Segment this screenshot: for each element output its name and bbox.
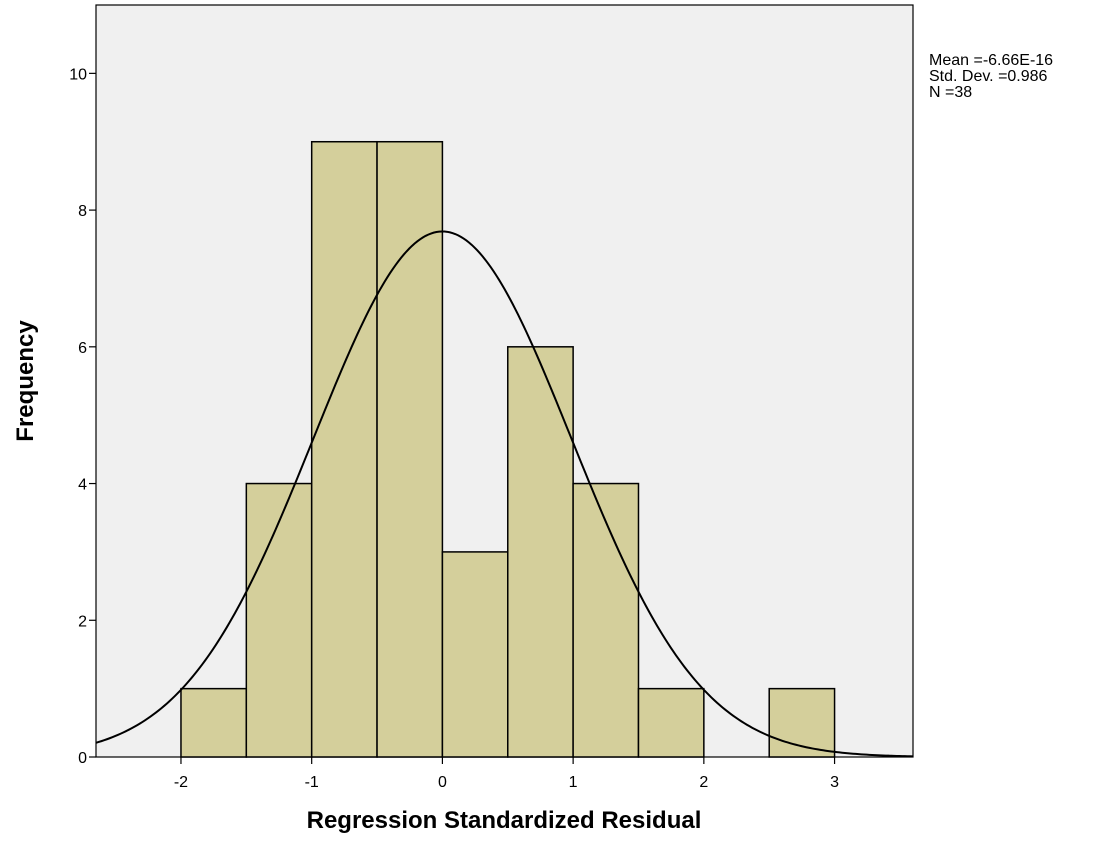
y-tick-label: 4 — [78, 477, 87, 494]
histogram-bar-6 — [572, 482, 640, 758]
x-tick-label: 1 — [569, 774, 578, 791]
x-tick-label: 2 — [699, 774, 708, 791]
y-tick-label: 8 — [78, 203, 87, 220]
histogram-bar-4 — [441, 551, 509, 758]
y-axis: 0 2 4 6 8 10 — [69, 66, 96, 767]
stats-std-dev: Std. Dev. =0.986 — [929, 68, 1048, 85]
y-tick-label: 10 — [69, 66, 87, 83]
histogram-bars — [180, 140, 836, 758]
stats-legend: Mean =-6.66E-16 Std. Dev. =0.986 N =38 — [929, 53, 1053, 101]
histogram-bar-1 — [245, 482, 313, 758]
histogram-bar-2 — [310, 140, 378, 758]
x-tick-label: 0 — [438, 774, 447, 791]
histogram-bar-0 — [180, 687, 248, 758]
histogram-bar-7 — [637, 687, 705, 758]
stats-mean: Mean =-6.66E-16 — [929, 52, 1054, 69]
histogram-bar-5 — [507, 346, 574, 758]
x-tick-label: 3 — [830, 774, 839, 791]
y-tick-label: 6 — [78, 340, 87, 357]
normal-curve — [95, 230, 914, 758]
y-tick-label: 2 — [78, 613, 87, 630]
stats-n: N =38 — [929, 84, 973, 101]
x-axis-title: Regression Standardized Residual — [307, 807, 702, 834]
x-axis: -2 -1 0 1 2 3 — [174, 757, 839, 791]
x-tick-label: -2 — [174, 774, 188, 791]
y-tick-label: 0 — [78, 750, 87, 767]
y-axis-title: Frequency — [12, 320, 39, 442]
x-tick-label: -1 — [305, 774, 319, 791]
histogram-bar-3 — [376, 140, 444, 758]
